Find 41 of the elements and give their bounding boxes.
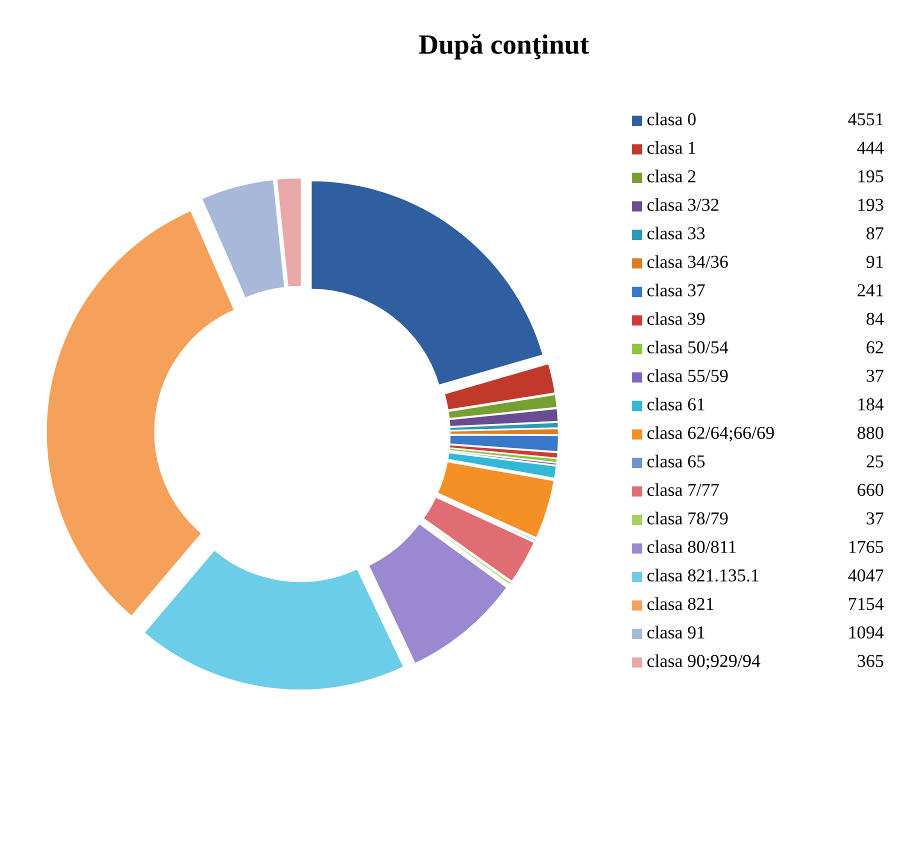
data-label: 84 bbox=[866, 312, 884, 325]
data-label: 37 bbox=[866, 512, 884, 524]
legend-label: clasa 90;929/94 bbox=[647, 654, 760, 670]
legend-label: clasa 2 bbox=[647, 170, 696, 182]
legend-label: clasa 37 bbox=[647, 284, 705, 296]
data-label: 87 bbox=[866, 227, 884, 240]
legend-label: clasa 7/77 bbox=[647, 483, 719, 496]
data-label: 880 bbox=[858, 426, 884, 439]
data-label: 91 bbox=[866, 256, 883, 268]
legend-label: clasa 80/811 bbox=[647, 540, 736, 553]
data-label: 7154 bbox=[849, 598, 884, 610]
legend-label: clasa 55/59 bbox=[647, 369, 728, 382]
legend-label: clasa 821.135.1 bbox=[647, 568, 758, 582]
chart-title: După conţinut bbox=[419, 34, 589, 60]
data-label: 241 bbox=[858, 284, 883, 296]
legend-label: clasa 3/32 bbox=[647, 198, 718, 211]
data-label: 37 bbox=[866, 370, 884, 382]
legend-label: clasa 78/79 bbox=[647, 512, 728, 524]
legend-label: clasa 821 bbox=[647, 597, 714, 610]
data-label: 193 bbox=[858, 198, 884, 211]
data-label: 1094 bbox=[849, 626, 884, 639]
legend-label: clasa 50/54 bbox=[647, 340, 728, 354]
legend-label: clasa 33 bbox=[647, 226, 705, 240]
data-label: 4047 bbox=[848, 569, 884, 582]
data-label: 195 bbox=[858, 170, 884, 182]
data-label: 365 bbox=[858, 654, 884, 668]
data-label: 1765 bbox=[849, 540, 884, 553]
legend-label: clasa 61 bbox=[647, 398, 704, 410]
data-label: 184 bbox=[858, 398, 884, 410]
legend-label: clasa 39 bbox=[647, 312, 705, 325]
legend-label: clasa 65 bbox=[647, 454, 705, 468]
legend-label: clasa 91 bbox=[647, 626, 704, 639]
legend-label: clasa 1 bbox=[647, 141, 696, 154]
data-label: 25 bbox=[866, 455, 884, 468]
data-label: 4551 bbox=[848, 113, 883, 126]
legend-label: clasa 62/64;66/69 bbox=[647, 426, 774, 442]
legend-label: clasa 0 bbox=[647, 112, 696, 126]
legend-label: clasa 34/36 bbox=[647, 255, 728, 268]
data-label: 660 bbox=[858, 484, 884, 496]
data-label: 444 bbox=[857, 142, 884, 154]
data-label: 62 bbox=[866, 341, 883, 354]
